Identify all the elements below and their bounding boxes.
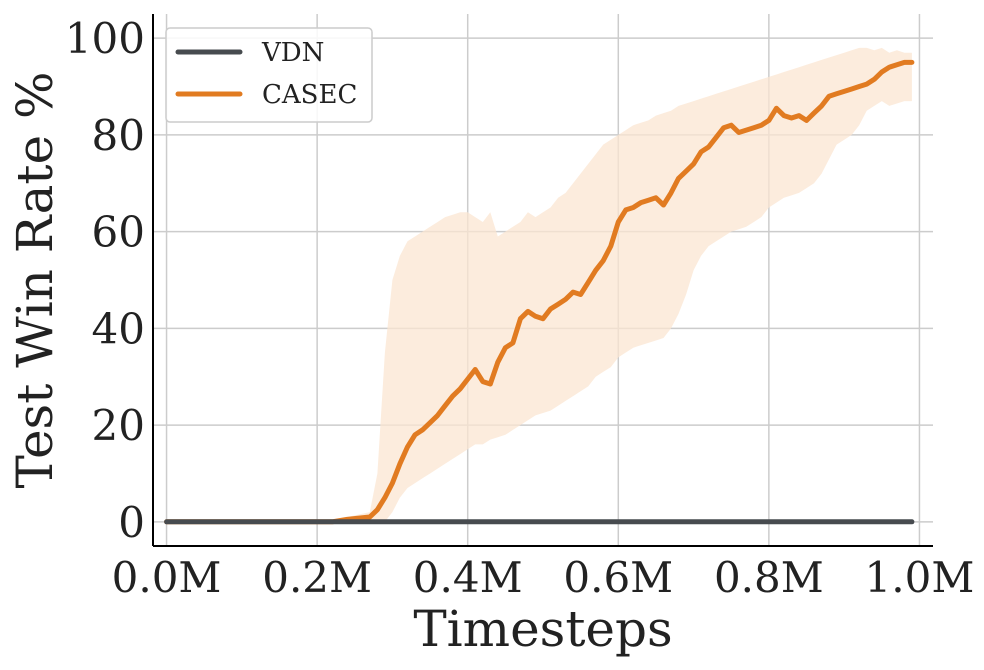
band-casec	[166, 47, 912, 522]
legend-label-casec: CASEC	[262, 80, 357, 110]
confidence-bands	[166, 47, 912, 522]
x-axis-label: Timesteps	[413, 600, 672, 658]
y-tick-label: 60	[92, 208, 145, 257]
y-tick-label: 0	[118, 498, 145, 547]
x-tick-label: 0.2M	[262, 553, 372, 602]
series-line-casec	[164, 59, 915, 525]
y-tick-label: 40	[92, 304, 145, 353]
y-tick-label: 80	[92, 111, 145, 160]
axes	[152, 14, 933, 547]
legend-label-vdn: VDN	[261, 38, 324, 68]
legend: VDN CASEC	[165, 27, 373, 123]
y-tick-label: 100	[65, 14, 145, 63]
x-tick-label: 0.0M	[112, 553, 222, 602]
x-tick-label: 0.8M	[714, 553, 824, 602]
tick-labels: 0.0M 0.2M 0.4M 0.6M 0.8M 1.0M 0 20 40 60 80 100	[65, 14, 975, 602]
x-tick-label: 1.0M	[865, 553, 975, 602]
y-tick-label: 20	[92, 401, 145, 450]
y-axis-label: Test Win Rate %	[6, 72, 64, 489]
x-tick-label: 0.4M	[413, 553, 523, 602]
x-tick-label: 0.6M	[563, 553, 673, 602]
series-lines	[164, 59, 915, 525]
